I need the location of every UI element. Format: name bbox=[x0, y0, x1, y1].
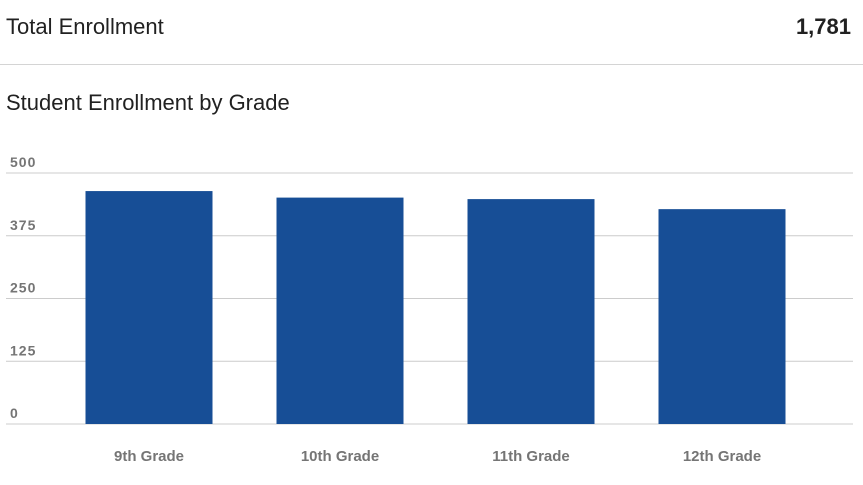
bar-12th-grade[interactable] bbox=[658, 209, 786, 424]
bar-11th-grade[interactable] bbox=[467, 199, 595, 424]
total-enrollment-value: 1,781 bbox=[795, 14, 851, 39]
x-category-label: 9th Grade bbox=[114, 448, 184, 465]
y-tick-label: 250 bbox=[10, 280, 36, 296]
y-tick-label: 0 bbox=[10, 405, 19, 421]
chart-title: Student Enrollment by Grade bbox=[6, 90, 290, 115]
y-tick-label: 500 bbox=[10, 154, 36, 170]
axis-labels: 0 125 250 375 500 9th Grade 10th Grade 11th Gra… bbox=[10, 154, 761, 465]
bar-10th-grade[interactable] bbox=[276, 197, 404, 424]
bars bbox=[85, 191, 786, 424]
total-enrollment-label: Total Enrollment bbox=[6, 14, 164, 39]
x-category-label: 11th Grade bbox=[492, 448, 570, 465]
y-tick-label: 125 bbox=[10, 342, 36, 358]
bar-9th-grade[interactable] bbox=[85, 191, 213, 424]
total-enrollment-row: Total Enrollment 1,781 bbox=[0, 0, 863, 65]
x-category-label: 12th Grade bbox=[683, 448, 761, 465]
y-tick-label: 375 bbox=[10, 217, 36, 233]
x-category-label: 10th Grade bbox=[301, 448, 379, 465]
